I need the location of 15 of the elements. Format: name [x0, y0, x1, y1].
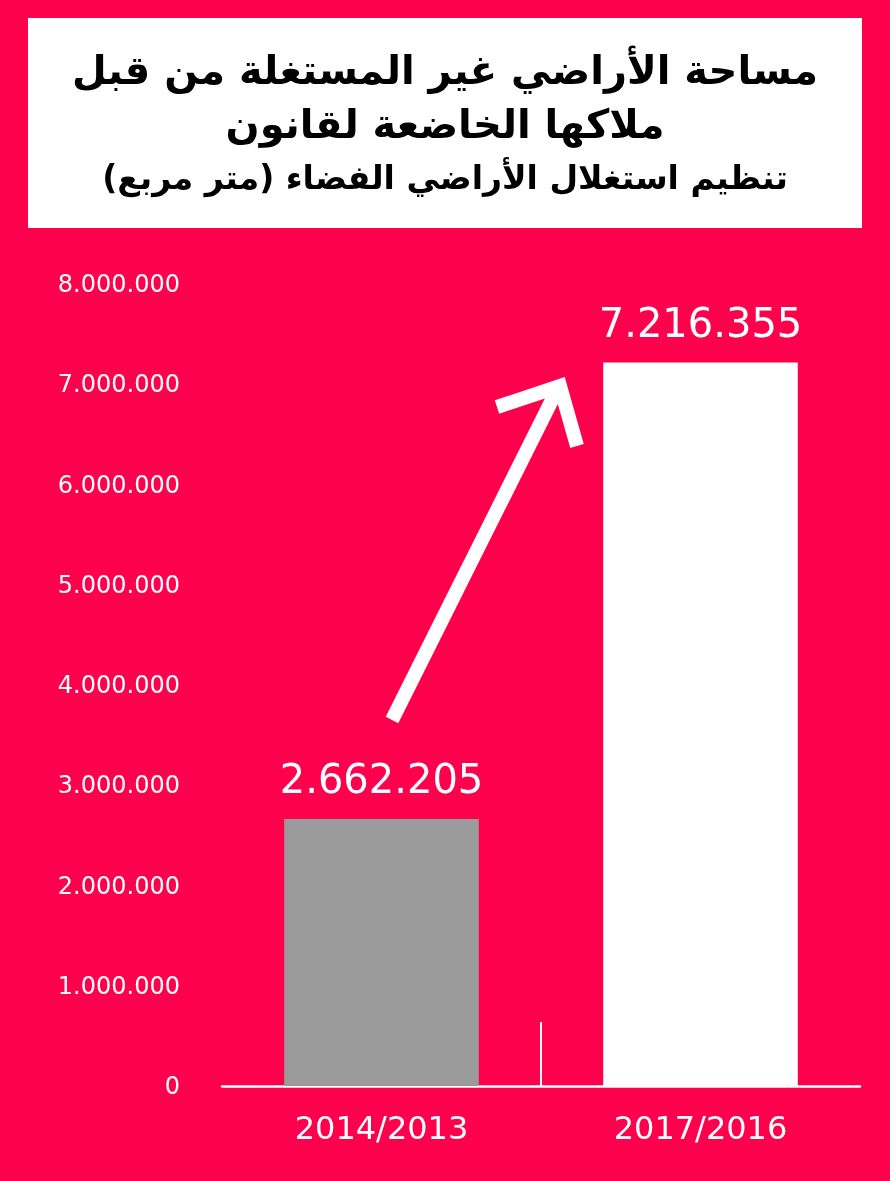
chart-title: مساحة الأراضي غير المستغلة من قبل ملاكها الخاضعة لقانون	[71, 44, 819, 150]
data-label: 2.662.205	[279, 756, 484, 803]
y-tick-label: 3.000.000	[57, 771, 180, 800]
x-tick-label: 2017/2016	[613, 1109, 788, 1147]
y-tick-label: 4.000.000	[57, 671, 180, 699]
x-tick-label: 2014/2013	[294, 1109, 469, 1147]
y-tick-label: 8.000.000	[57, 270, 180, 298]
chart-subtitle: تنظيم استغلال الأراضي الفضاء (متر مربع)	[102, 156, 788, 200]
data-label: 7.216.355	[598, 299, 803, 346]
y-tick-label: 6.000.000	[57, 470, 180, 499]
y-tick-label: 1.000.000	[57, 971, 180, 1000]
y-tick-label: 2.000.000	[57, 871, 180, 900]
y-tick-label: 5.000.000	[57, 570, 180, 599]
y-tick-label: 0	[164, 1072, 180, 1100]
y-tick-label: 7.000.000	[57, 370, 180, 399]
